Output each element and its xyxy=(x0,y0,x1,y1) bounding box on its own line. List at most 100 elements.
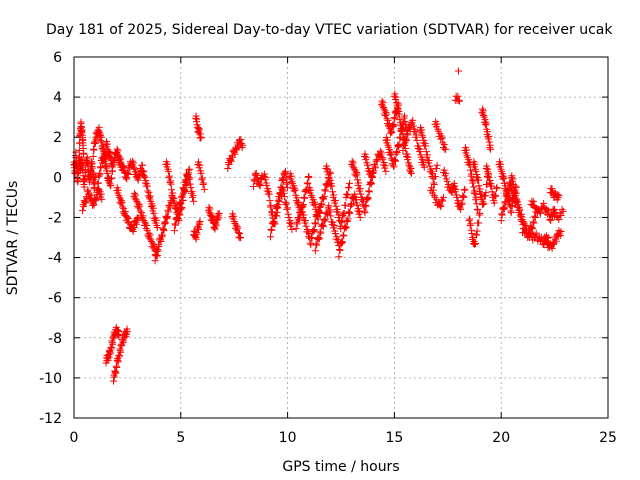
data-point xyxy=(529,198,537,206)
data-point xyxy=(393,148,401,156)
data-point xyxy=(136,207,144,215)
x-tick-label: 15 xyxy=(385,430,403,446)
data-point xyxy=(467,226,475,234)
data-point xyxy=(329,188,337,196)
data-point xyxy=(529,218,537,226)
data-point xyxy=(283,205,291,213)
data-point xyxy=(293,218,301,226)
data-point xyxy=(160,227,168,235)
y-tick-label: -2 xyxy=(48,210,62,226)
data-point xyxy=(284,210,292,218)
data-point xyxy=(341,222,349,230)
x-tick-label: 25 xyxy=(599,430,617,446)
data-point xyxy=(302,222,310,230)
data-point xyxy=(136,202,144,210)
data-point xyxy=(344,191,352,199)
data-point xyxy=(425,156,433,164)
data-point xyxy=(176,199,184,207)
data-point xyxy=(89,152,97,160)
data-point xyxy=(500,203,508,211)
data-point xyxy=(403,130,411,138)
data-point xyxy=(185,175,193,183)
data-point xyxy=(457,205,465,213)
data-point xyxy=(456,204,464,212)
data-point xyxy=(141,218,149,226)
data-point xyxy=(166,172,174,180)
data-point xyxy=(445,181,453,189)
data-point xyxy=(329,218,337,226)
data-point xyxy=(255,180,263,188)
data-point xyxy=(328,182,336,190)
data-point xyxy=(498,210,506,218)
data-point xyxy=(296,215,304,223)
data-point xyxy=(367,179,375,187)
data-point xyxy=(304,233,312,241)
data-point xyxy=(117,200,125,208)
y-axis-title: SDTVAR / TECUs xyxy=(5,181,21,296)
y-tick-label: 2 xyxy=(53,130,62,146)
data-point xyxy=(266,203,274,211)
data-point xyxy=(197,169,205,177)
data-point xyxy=(267,225,275,233)
data-point xyxy=(365,188,373,196)
data-point xyxy=(121,207,129,215)
data-point xyxy=(472,194,480,202)
data-point xyxy=(330,221,338,229)
data-point xyxy=(235,143,243,151)
y-tick-label: 4 xyxy=(53,90,62,106)
data-point xyxy=(391,115,399,123)
data-point xyxy=(517,210,525,218)
data-point xyxy=(116,195,124,203)
data-point xyxy=(86,190,94,198)
data-point xyxy=(333,233,341,241)
data-point xyxy=(312,240,320,248)
data-point xyxy=(185,165,193,173)
data-point xyxy=(356,185,364,193)
data-point xyxy=(274,204,282,212)
data-point xyxy=(116,155,124,163)
data-point xyxy=(293,220,301,228)
data-point xyxy=(409,116,417,124)
data-point xyxy=(362,202,370,210)
data-point xyxy=(346,179,354,187)
data-point xyxy=(381,162,389,170)
data-point xyxy=(135,201,143,209)
data-point xyxy=(391,156,399,164)
data-point xyxy=(267,233,275,241)
data-point xyxy=(503,191,511,199)
data-point xyxy=(448,189,456,197)
data-point xyxy=(340,232,348,240)
data-point xyxy=(239,141,247,149)
data-point xyxy=(315,208,323,216)
data-point xyxy=(199,181,207,189)
data-point xyxy=(256,181,264,189)
data-point xyxy=(431,173,439,181)
data-point xyxy=(433,165,441,173)
data-point xyxy=(168,186,176,194)
data-point xyxy=(271,212,279,220)
data-point xyxy=(143,221,151,229)
data-point xyxy=(132,220,140,228)
data-point xyxy=(389,161,397,169)
data-point xyxy=(94,179,102,187)
data-point xyxy=(354,176,362,184)
data-point xyxy=(354,205,362,213)
data-point xyxy=(123,328,131,336)
data-point xyxy=(319,223,327,231)
data-point xyxy=(409,122,417,130)
data-point xyxy=(118,342,126,350)
data-point xyxy=(436,201,444,209)
data-point xyxy=(507,209,515,217)
data-point xyxy=(98,195,106,203)
data-point xyxy=(509,181,517,189)
data-point xyxy=(303,179,311,187)
data-point xyxy=(186,180,194,188)
y-tick-label: -10 xyxy=(39,371,62,387)
data-point xyxy=(113,363,121,371)
data-point xyxy=(281,169,289,177)
data-point xyxy=(316,209,324,217)
data-point xyxy=(287,172,295,180)
data-point xyxy=(476,209,484,217)
data-point xyxy=(300,193,308,201)
data-point xyxy=(390,163,398,171)
